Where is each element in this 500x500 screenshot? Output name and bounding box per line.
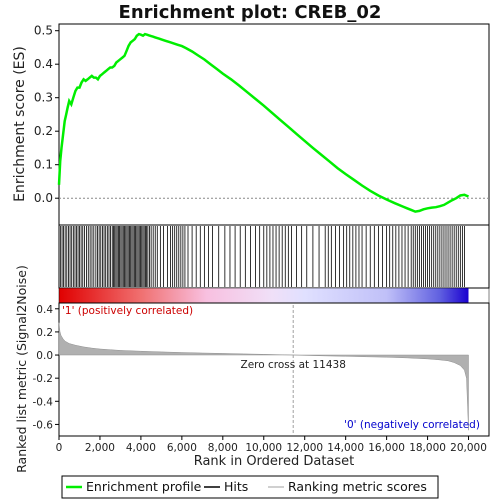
chart-title: Enrichment plot: CREB_02 xyxy=(119,2,382,23)
zero-cross-label: Zero cross at 11438 xyxy=(241,359,346,371)
legend-item-label: Hits xyxy=(224,479,248,494)
legend-item-label: Ranking metric scores xyxy=(288,479,427,494)
metric-y-ticks: -0.6 -0.4 -0.2 0.0 0.2 0.4 xyxy=(33,304,59,431)
es-y-tick-label: 0.1 xyxy=(34,158,53,172)
hits-barcode xyxy=(60,226,465,287)
es-y-ticks: 0.0 0.1 0.2 0.3 0.4 0.5 xyxy=(34,24,59,205)
x-tick-label: 0 xyxy=(56,442,63,454)
es-panel-frame xyxy=(58,23,490,226)
es-y-tick-label: 0.0 xyxy=(34,191,53,205)
x-tick-label: 18,000 xyxy=(409,442,446,454)
x-tick-label: 10,000 xyxy=(245,442,282,454)
metric-y-tick-label: -0.4 xyxy=(33,396,54,408)
x-tick-label: 8,000 xyxy=(208,442,238,454)
ranking-color-band xyxy=(59,288,469,303)
metric-y-tick-label: -0.2 xyxy=(33,373,54,385)
enrichment-profile-line xyxy=(57,32,469,213)
legend-box xyxy=(61,475,439,499)
x-tick-label: 14,000 xyxy=(327,442,364,454)
x-axis-ticks: 0 2,000 4,000 6,000 8,000 10,000 12,000 14,000 1… xyxy=(56,436,487,454)
ranking-metric-area xyxy=(58,322,469,431)
negative-correlation-label: '0' (negatively correlated) xyxy=(344,419,480,431)
es-y-tick-label: 0.4 xyxy=(34,57,53,71)
legend: Enrichment profile Hits Ranking metric sco… xyxy=(66,479,427,494)
metric-y-tick-label: 0.2 xyxy=(36,327,53,339)
x-tick-label: 6,000 xyxy=(167,442,197,454)
es-y-tick-label: 0.3 xyxy=(34,91,53,105)
x-tick-label: 12,000 xyxy=(286,442,323,454)
metric-y-tick-label: 0.0 xyxy=(36,350,53,362)
es-y-tick-label: 0.5 xyxy=(34,24,53,38)
x-tick-label: 4,000 xyxy=(126,442,156,454)
x-axis-label: Rank in Ordered Dataset xyxy=(194,454,355,469)
x-tick-label: 20,000 xyxy=(450,442,487,454)
metric-y-tick-label: 0.4 xyxy=(36,304,53,316)
legend-item-label: Enrichment profile xyxy=(86,479,202,494)
positive-correlation-label: '1' (positively correlated) xyxy=(62,305,193,317)
es-y-axis-label: Enrichment score (ES) xyxy=(12,46,28,202)
es-y-tick-label: 0.2 xyxy=(34,124,53,138)
metric-y-tick-label: -0.6 xyxy=(33,419,54,431)
metric-panel-frame xyxy=(58,302,490,437)
x-tick-label: 16,000 xyxy=(368,442,405,454)
metric-y-axis-label: Ranked list metric (Signal2Noise) xyxy=(14,265,29,473)
x-tick-label: 2,000 xyxy=(85,442,115,454)
